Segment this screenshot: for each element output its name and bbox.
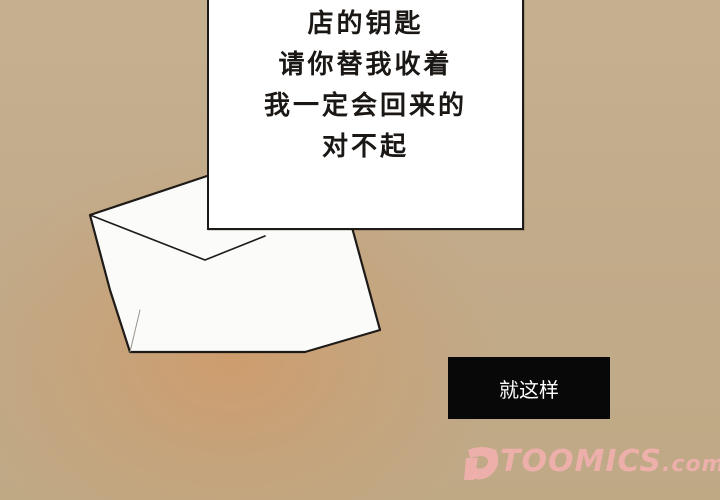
note-line: 店的钥匙 xyxy=(307,9,424,39)
handwritten-note: 店的钥匙 请你替我收着 我一定会回来的 对不起 xyxy=(207,0,524,230)
note-line: 请你替我收着 xyxy=(278,50,453,80)
caption-box: 就这样 xyxy=(448,357,610,419)
note-line: 对不起 xyxy=(321,132,409,162)
toomics-watermark: TOOMICS.com xyxy=(462,442,720,488)
note-line: 我一定会回来的 xyxy=(263,91,467,121)
note-text: 店的钥匙 请你替我收着 我一定会回来的 对不起 xyxy=(209,4,522,168)
watermark-brand: TOOMICS xyxy=(500,444,663,479)
watermark-suffix: .com xyxy=(662,452,720,477)
watermark-text: TOOMICS.com xyxy=(500,444,720,479)
caption-text: 就这样 xyxy=(499,377,559,402)
toomics-logo-icon xyxy=(464,447,499,480)
